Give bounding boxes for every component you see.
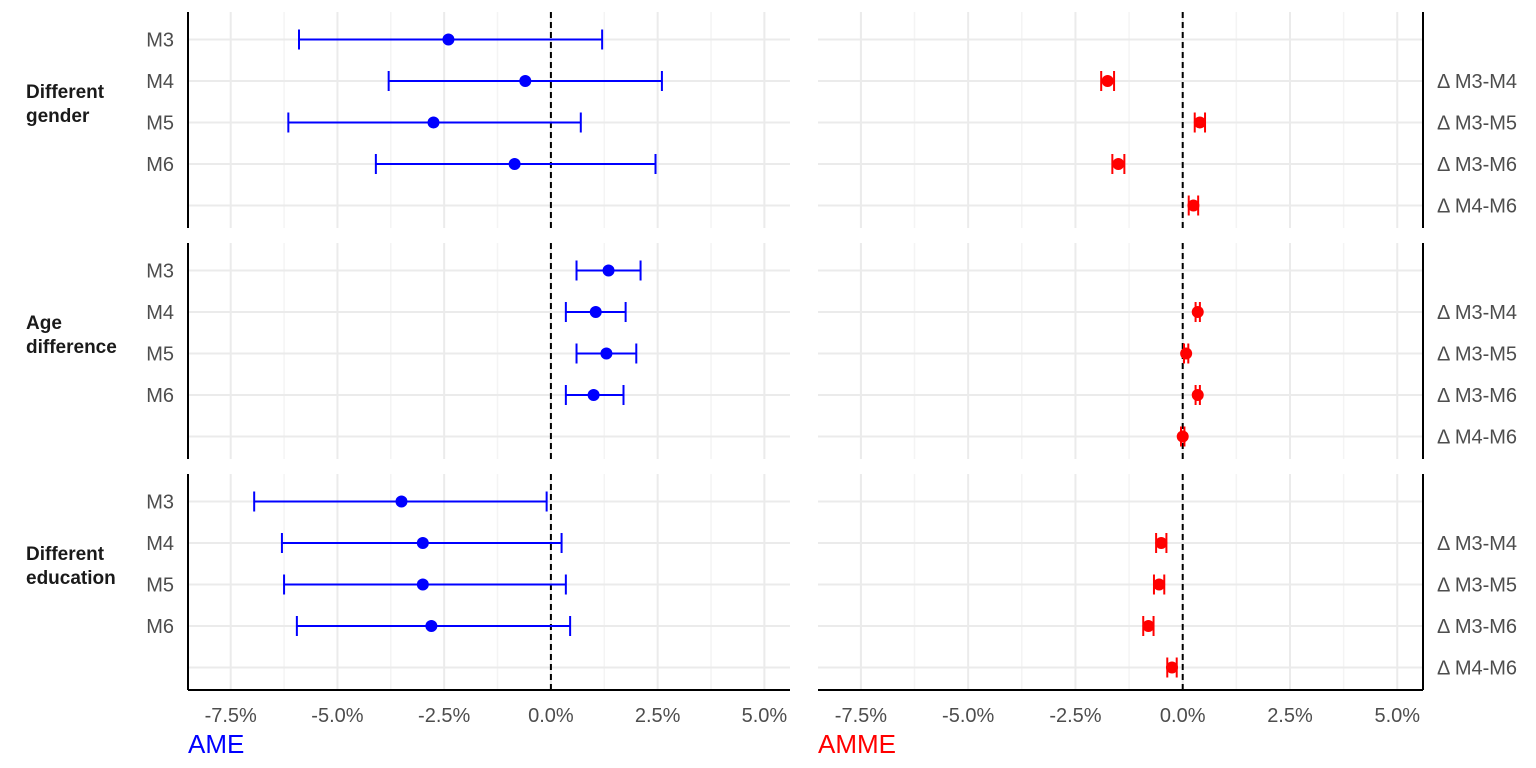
ame-point-m5 <box>416 578 429 591</box>
ame-y-tick-label: M3 <box>146 261 174 283</box>
amme-y-tick-label: Δ M3-M5 <box>1437 575 1517 597</box>
amme-y-tick-label: Δ M4-M6 <box>1437 427 1517 449</box>
ame-y-tick-label: M5 <box>146 344 174 366</box>
ame-y-tick-label: M6 <box>146 385 174 407</box>
amme-x-tick-label: 0.0% <box>1160 705 1206 727</box>
labels: M3 M4 M5 M6 M3 M4 M5 M6 M3 M4 M5 M6 -7.5% -5.0% -2.5% 0… <box>26 30 1517 728</box>
grid-layer <box>188 12 1423 690</box>
amme-y-tick-label: Δ M3-M4 <box>1437 71 1517 93</box>
ame-point-m4 <box>589 306 602 318</box>
amme-point-m3-m4 <box>1101 75 1114 87</box>
amme-point-m4-m6 <box>1187 199 1200 212</box>
reference-lines <box>549 12 1184 690</box>
ame-point-m5 <box>600 347 613 360</box>
ame-y-tick-label: M5 <box>146 575 174 597</box>
amme-y-tick-label: Δ M3-M5 <box>1437 113 1517 135</box>
ame-point-m3 <box>395 495 408 508</box>
ame-point-m3 <box>442 33 455 46</box>
ame-point-m6 <box>508 158 521 170</box>
amme-x-tick-label: -2.5% <box>1049 705 1101 727</box>
facet-label: Different gender <box>26 82 105 127</box>
ame-y-tick-label: M4 <box>146 302 174 324</box>
amme-point-m3-m6 <box>1142 620 1155 632</box>
ame-point-m4 <box>416 537 429 549</box>
ame-y-tick-label: M3 <box>146 492 174 514</box>
ame-point-m6 <box>425 620 438 632</box>
ame-x-tick-label: 2.5% <box>635 705 681 727</box>
amme-x-tick-label: -7.5% <box>835 705 887 727</box>
ame-x-tick-label: -7.5% <box>205 705 257 727</box>
amme-x-tick-label: 5.0% <box>1374 705 1420 727</box>
amme-y-tick-label: Δ M3-M6 <box>1437 616 1517 638</box>
facet-label: Different education <box>26 544 116 589</box>
ame-x-tick-label: 5.0% <box>742 705 788 727</box>
amme-y-tick-label: Δ M3-M4 <box>1437 302 1517 324</box>
ame-y-tick-label: M6 <box>146 616 174 638</box>
ame-y-tick-label: M6 <box>146 154 174 176</box>
amme-point-m3-m5 <box>1180 347 1193 360</box>
amme-point-m3-m4 <box>1155 537 1168 549</box>
amme-y-tick-label: Δ M3-M6 <box>1437 385 1517 407</box>
ame-y-tick-label: M3 <box>146 30 174 52</box>
ame-y-tick-label: M4 <box>146 533 174 555</box>
amme-y-tick-label: Δ M3-M4 <box>1437 533 1517 555</box>
data-marks <box>253 29 1207 678</box>
ame-x-tick-label: -2.5% <box>418 705 470 727</box>
amme-point-m3-m6 <box>1112 158 1125 170</box>
amme-point-m3-m4 <box>1191 306 1204 318</box>
amme-x-tick-label: -5.0% <box>942 705 994 727</box>
ame-y-tick-label: M4 <box>146 71 174 93</box>
amme-point-m3-m6 <box>1191 389 1204 401</box>
ame-point-m4 <box>519 75 532 87</box>
ame-y-tick-label: M5 <box>146 113 174 135</box>
amme-point-m3-m5 <box>1193 116 1206 129</box>
amme-y-tick-label: Δ M3-M6 <box>1437 154 1517 176</box>
amme-y-tick-label: Δ M3-M5 <box>1437 344 1517 366</box>
facet-label: Age difference <box>26 313 117 358</box>
amme-axis-title: AMME <box>818 729 896 759</box>
ame-x-tick-label: 0.0% <box>528 705 574 727</box>
axes <box>187 12 1424 691</box>
ame-x-tick-label: -5.0% <box>311 705 363 727</box>
ame-point-m5 <box>427 116 440 129</box>
amme-y-tick-label: Δ M4-M6 <box>1437 658 1517 680</box>
ame-axis-title: AME <box>188 729 244 759</box>
amme-point-m4-m6 <box>1165 661 1178 674</box>
ame-point-m6 <box>587 389 600 401</box>
amme-x-tick-label: 2.5% <box>1267 705 1313 727</box>
amme-point-m3-m5 <box>1153 578 1166 591</box>
amme-point-m4-m6 <box>1176 430 1189 443</box>
ame-point-m3 <box>602 264 615 277</box>
amme-y-tick-label: Δ M4-M6 <box>1437 196 1517 218</box>
